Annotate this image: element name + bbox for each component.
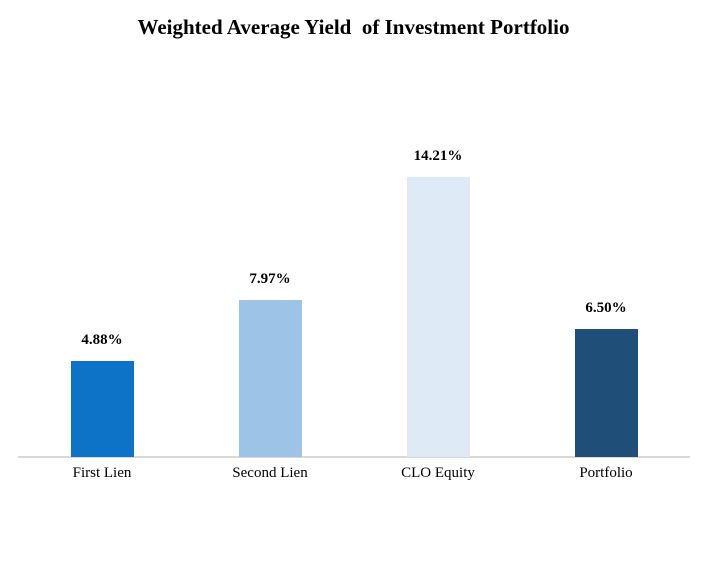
bar [238, 300, 302, 457]
bar-category-label: CLO Equity [401, 465, 475, 481]
chart-title: Weighted Average Yield of Investment Por… [137, 15, 570, 39]
bar-value-label: 14.21% [413, 148, 463, 164]
bar [70, 361, 134, 457]
bar-value-label: 6.50% [585, 300, 627, 316]
bar-category-label: Second Lien [232, 465, 308, 481]
bar-category-label: First Lien [72, 465, 132, 481]
bar-value-label: 7.97% [249, 271, 291, 287]
bar [574, 329, 638, 457]
x-axis-line [18, 456, 690, 458]
bar-category-label: Portfolio [579, 465, 633, 481]
bar [406, 177, 470, 457]
bar-value-label: 4.88% [81, 332, 123, 348]
